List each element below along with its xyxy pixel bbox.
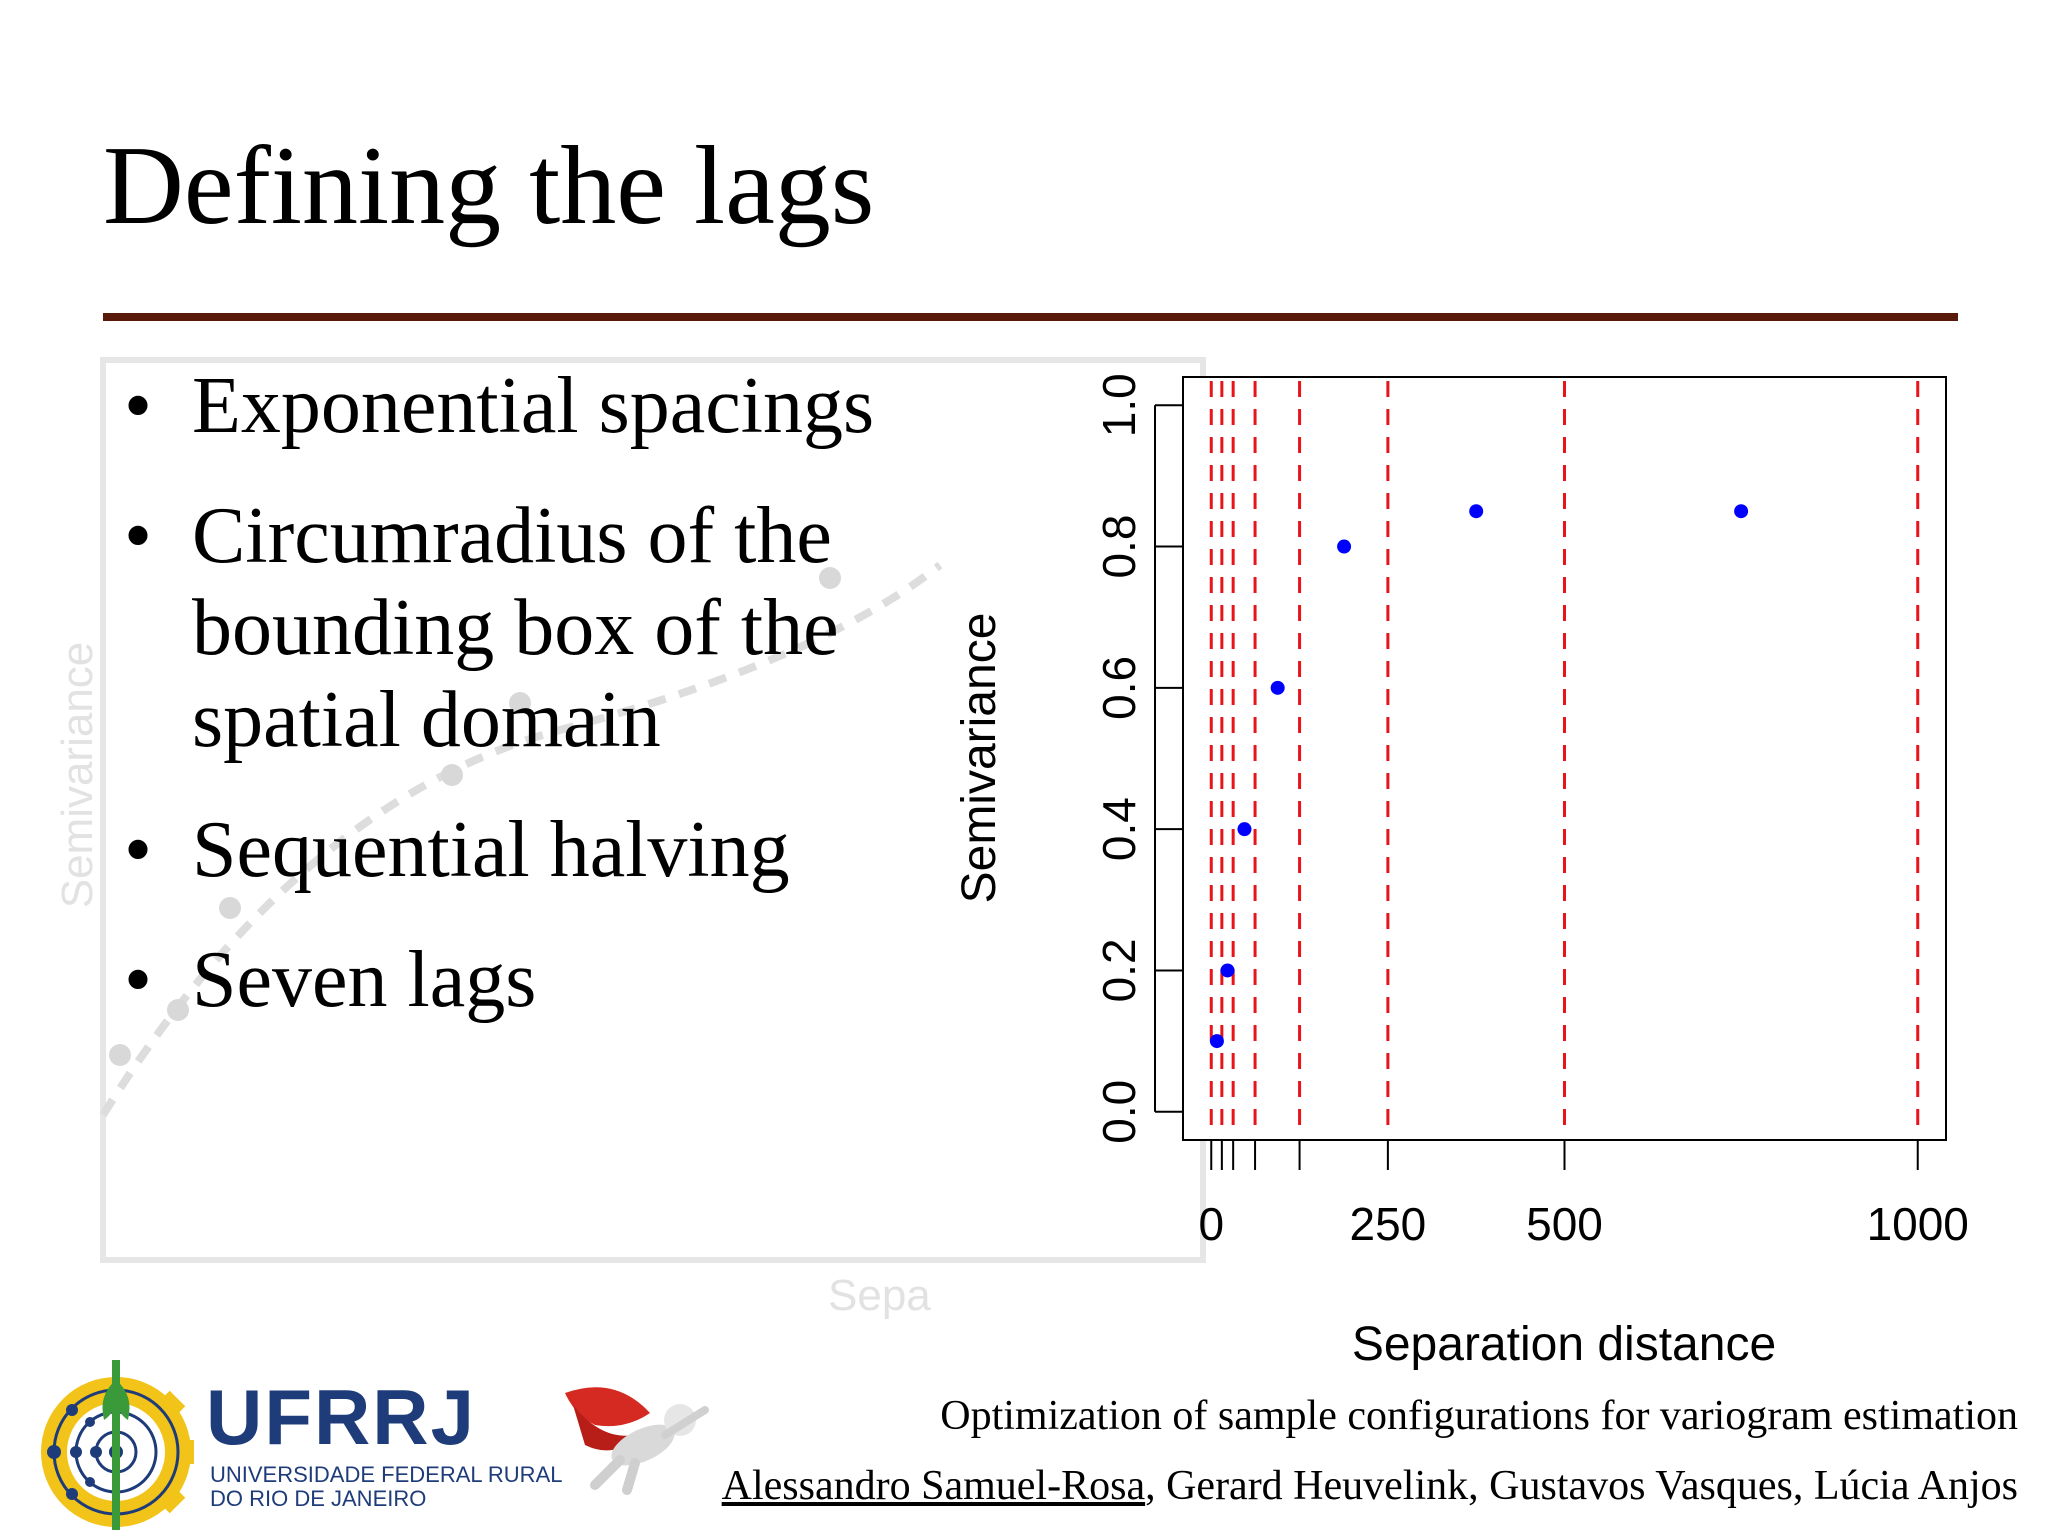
bullet-list: • Exponential spacings • Circumradius of t… [122,360,952,1064]
bullet-item: • Circumradius of the bounding box of the… [122,490,952,766]
y-tick-label: 1.0 [1093,373,1145,437]
first-author-link[interactable]: Alessandro Samuel-Rosa [721,1463,1146,1509]
bullet-item: • Seven lags [122,934,952,1026]
flying-hero-mascot-icon [565,1387,709,1495]
bullet-dot: • [124,936,153,1024]
logo-wordmark: UFRRJ [206,1373,477,1461]
data-point [1237,822,1252,837]
x-axis: 0 250 500 1000 [1198,1140,1969,1250]
x-axis-label: Separation distance [1352,1318,1776,1371]
background-chart-points [109,567,841,1066]
x-tick-label: 500 [1526,1198,1603,1250]
slide-title: Defining the lags [103,124,875,248]
y-tick-label: 0.8 [1093,515,1145,579]
bullet-dot: • [124,362,153,450]
data-point [1220,963,1235,978]
y-axis: 0.0 0.2 0.4 0.6 0.8 1.0 [1093,373,1183,1144]
background-chart-point [509,692,531,714]
background-chart-point [219,897,241,919]
x-tick-label: 250 [1350,1198,1427,1250]
background-chart-point [819,567,841,589]
data-point [1270,680,1285,695]
title-rule [103,313,1958,321]
bullet-item: • Sequential halving [122,804,952,896]
logo-subtitle-line1: UNIVERSIDADE FEDERAL RURAL [210,1462,563,1487]
x-tick-label: 0 [1198,1198,1224,1250]
lag-lines [1209,381,1920,1136]
y-axis-label: Semivariance [953,613,1006,904]
bullet-text: Seven lags [192,936,537,1024]
bullet-dot: • [124,492,153,580]
data-point [1337,539,1352,554]
bullet-dot: • [124,806,153,894]
bullet-item: • Exponential spacings [122,360,952,452]
y-tick-label: 0.0 [1093,1080,1145,1144]
data-point [1469,504,1484,519]
logo-subtitle-line2: DO RIO DE JANEIRO [210,1486,427,1511]
data-point [1209,1034,1224,1049]
background-chart-ylabel: Semivariance [53,642,102,909]
background-chart-curve [99,561,943,1118]
y-tick-label: 0.2 [1093,938,1145,1002]
ufrrj-emblem-icon [41,1360,194,1530]
y-tick-label: 0.4 [1093,797,1145,861]
other-authors: , Gerard Heuvelink, Gustavos Vasques, Lú… [1145,1463,2018,1509]
x-tick-label: 1000 [1867,1198,1969,1250]
background-chart-point [167,999,189,1021]
background-chart-point [441,764,463,786]
data-point [1734,504,1749,519]
y-tick-label: 0.6 [1093,656,1145,720]
bullet-text: Sequential halving [192,806,790,894]
background-chart-point [109,1044,131,1066]
footer-citation: Optimization of sample configurations fo… [940,1393,2018,1439]
ufrrj-logo: UFRRJ UNIVERSIDADE FEDERAL RURAL DO RIO … [28,1340,562,1530]
bullet-text: Exponential spacings [192,362,875,450]
data-points [1209,504,1749,1049]
footer-authors: Alessandro Samuel-Rosa, Gerard Heuvelink… [722,1462,2018,1510]
bullet-text: Circumradius of the bounding box of the … [192,492,839,764]
background-chart-xlabel: Sepa [828,1271,931,1320]
